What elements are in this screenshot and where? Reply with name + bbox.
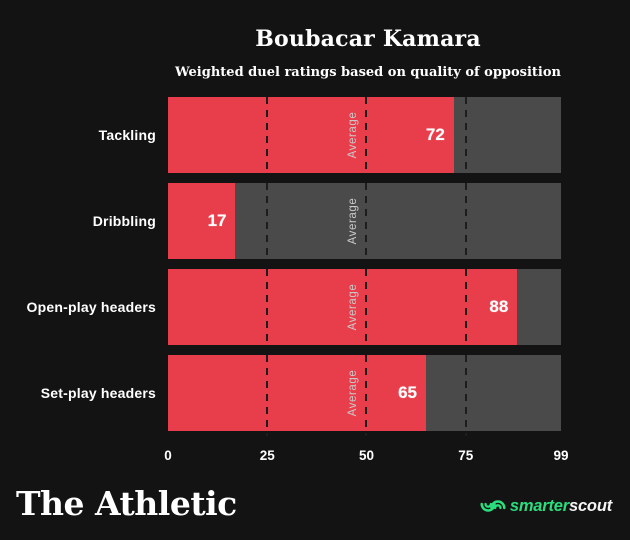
bar-fill: 65 bbox=[168, 355, 427, 431]
x-axis-tick-99: 99 bbox=[553, 448, 569, 463]
gridline-75 bbox=[464, 183, 467, 259]
gridline-25 bbox=[266, 183, 269, 259]
bar-track: 65 Average bbox=[168, 355, 561, 436]
x-axis: 0 25 50 75 99 bbox=[164, 448, 568, 466]
bar-row-set-play-headers: Set-play headers 65 Average bbox=[0, 355, 630, 436]
bar-value-label: 88 bbox=[489, 297, 509, 316]
bar-chart: Tackling 72 Average Dribbling 17 Ave bbox=[0, 97, 630, 441]
chart-header: Boubacar Kamara Weighted duel ratings ba… bbox=[168, 26, 568, 80]
smarterscout-word-scout: scout bbox=[568, 496, 612, 515]
bar-track: 17 Average bbox=[168, 183, 561, 259]
average-label: Average bbox=[347, 369, 360, 417]
smarterscout-wordmark: smarterscout bbox=[510, 497, 612, 516]
gridline-50 bbox=[365, 183, 368, 259]
gridline-25 bbox=[266, 269, 269, 345]
gridline-25 bbox=[266, 97, 269, 173]
x-axis-tick-0: 0 bbox=[164, 448, 172, 463]
category-label: Tackling bbox=[98, 127, 156, 143]
category-label: Open-play headers bbox=[26, 299, 156, 315]
average-label: Average bbox=[347, 197, 360, 245]
bar-fill: 17 bbox=[168, 183, 236, 259]
gridline-75 bbox=[464, 355, 467, 436]
bar-fill: 88 bbox=[168, 269, 518, 345]
gridline-50 bbox=[365, 97, 368, 173]
category-label: Set-play headers bbox=[40, 385, 156, 401]
chart-title: Boubacar Kamara bbox=[255, 26, 481, 52]
bar-value-label: 65 bbox=[398, 383, 418, 402]
smarterscout-logo: smarterscout bbox=[479, 492, 612, 520]
average-label: Average bbox=[347, 111, 360, 159]
x-axis-tick-25: 25 bbox=[259, 448, 275, 463]
bar-row-open-play-headers: Open-play headers 88 Average bbox=[0, 269, 630, 345]
x-axis-tick-50: 50 bbox=[358, 448, 374, 463]
gridline-75 bbox=[464, 97, 467, 173]
bar-row-tackling: Tackling 72 Average bbox=[0, 97, 630, 173]
bar-value-label: 17 bbox=[207, 211, 227, 230]
average-label: Average bbox=[347, 283, 360, 331]
smarterscout-spiral-icon bbox=[479, 492, 507, 520]
gridline-25 bbox=[266, 355, 269, 436]
category-label: Dribbling bbox=[92, 213, 156, 229]
bar-fill: 72 bbox=[168, 97, 454, 173]
gridline-50 bbox=[365, 269, 368, 345]
smarterscout-word-smarter: smarter bbox=[509, 496, 569, 515]
bar-track: 72 Average bbox=[168, 97, 561, 173]
the-athletic-logo: The Athletic bbox=[16, 484, 237, 523]
bar-row-dribbling: Dribbling 17 Average bbox=[0, 183, 630, 259]
chart-subtitle: Weighted duel ratings based on quality o… bbox=[175, 65, 561, 80]
bar-track: 88 Average bbox=[168, 269, 561, 345]
gridline-75 bbox=[464, 269, 467, 345]
gridline-50 bbox=[365, 355, 368, 436]
bar-value-label: 72 bbox=[425, 125, 445, 144]
x-axis-tick-75: 75 bbox=[458, 448, 474, 463]
